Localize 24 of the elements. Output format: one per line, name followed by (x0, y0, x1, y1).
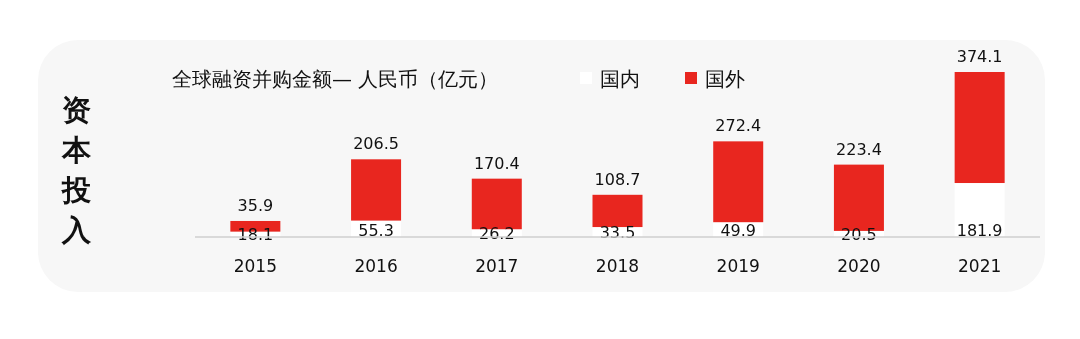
data-label: 26.2 (478, 224, 515, 244)
data-label: 170.4 (473, 153, 520, 173)
data-label: 49.9 (720, 221, 757, 240)
legend-label: 国外 (705, 67, 745, 91)
x-tick-label: 2018 (595, 256, 640, 276)
data-label: 374.1 (956, 47, 1003, 66)
x-tick-label: 2020 (837, 256, 881, 276)
legend-label: 国内 (600, 67, 640, 91)
data-label: 108.7 (594, 169, 641, 189)
data-label: 272.4 (715, 116, 762, 136)
x-tick-label: 2021 (958, 256, 1002, 276)
x-tick-label: 2015 (233, 256, 277, 276)
chart-title: 全球融资并购金额— 人民币（亿元） (172, 67, 499, 91)
data-label: 35.9 (237, 195, 274, 215)
data-label: 181.9 (956, 221, 1003, 240)
x-tick-label: 2019 (716, 256, 760, 276)
data-label: 55.3 (358, 221, 394, 240)
x-tick-label: 2016 (354, 256, 398, 276)
data-label: 20.5 (841, 224, 877, 244)
x-tick-label: 2017 (475, 256, 519, 276)
data-label: 223.4 (836, 139, 882, 159)
y-axis-title: 资本投入 (60, 93, 92, 247)
data-label: 33.5 (599, 223, 636, 243)
data-label: 206.5 (353, 134, 399, 154)
